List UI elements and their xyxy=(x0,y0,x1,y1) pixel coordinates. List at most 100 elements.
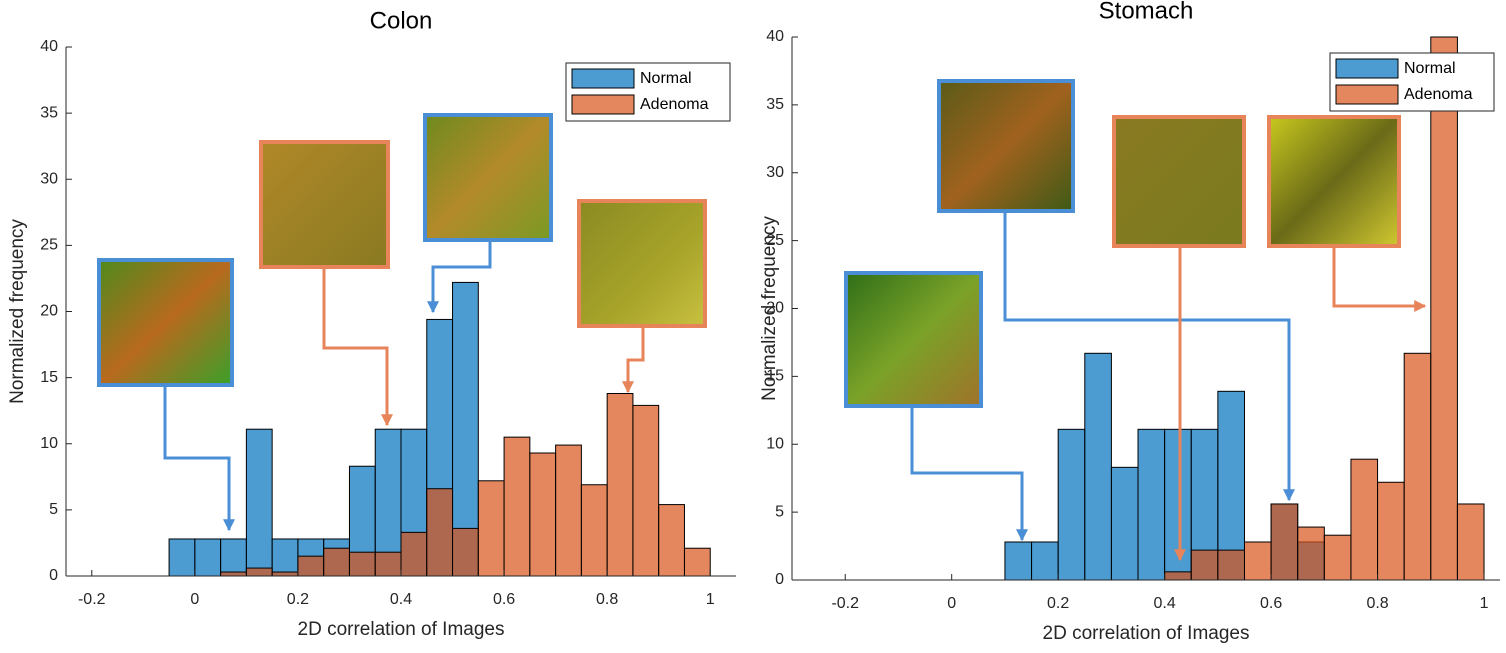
legend-swatch xyxy=(572,95,634,114)
legend-swatch xyxy=(1336,59,1398,78)
x-tick-label: 0.6 xyxy=(493,591,515,608)
inset-image xyxy=(1114,117,1244,246)
x-tick-label: 1 xyxy=(1480,595,1489,612)
legend-label: Normal xyxy=(640,70,692,87)
bar xyxy=(530,453,556,576)
inset-image xyxy=(939,81,1073,211)
figure: Colon 2D correlation of Images Normalized … xyxy=(0,0,1506,653)
bar xyxy=(169,539,195,576)
y-tick-label: 30 xyxy=(766,164,784,181)
bar xyxy=(581,485,607,576)
arrow xyxy=(324,268,387,425)
y-tick-label: 10 xyxy=(766,435,784,452)
legend: Normal Adenoma xyxy=(566,63,730,121)
y-tick-label: 20 xyxy=(40,303,58,320)
inset-image xyxy=(425,115,551,240)
bar xyxy=(633,405,659,576)
arrow xyxy=(628,327,643,392)
x-tick-label: 0.4 xyxy=(390,591,412,608)
x-tick-label: 0.6 xyxy=(1260,595,1282,612)
y-tick-label: 5 xyxy=(775,503,784,520)
chart-title: Stomach xyxy=(1099,0,1194,24)
x-tick-label: 0 xyxy=(190,591,199,608)
bar xyxy=(324,548,350,576)
bar xyxy=(1351,459,1378,580)
bar xyxy=(1218,550,1245,580)
x-tick-label: 0.2 xyxy=(287,591,309,608)
y-tick-label: 25 xyxy=(766,232,784,249)
bar xyxy=(1005,542,1032,580)
y-tick-label: 15 xyxy=(40,369,58,386)
y-tick-label: 40 xyxy=(40,38,58,55)
bar xyxy=(1271,504,1298,580)
bar xyxy=(1378,482,1405,580)
y-tick-label: 20 xyxy=(766,300,784,317)
bar xyxy=(659,505,685,576)
x-tick-label: 0 xyxy=(947,595,956,612)
inset-image xyxy=(846,273,981,406)
y-tick-label: 5 xyxy=(49,501,58,518)
y-tick-label: 0 xyxy=(49,567,58,584)
bar xyxy=(1165,572,1192,580)
bar xyxy=(1457,504,1484,580)
bar xyxy=(1058,429,1085,580)
bar xyxy=(1032,542,1059,580)
bar xyxy=(1431,37,1458,580)
y-axis-label: Normalized frequency xyxy=(7,219,28,404)
bar xyxy=(401,532,427,576)
x-tick-label: 0.4 xyxy=(1154,595,1176,612)
y-tick-label: 25 xyxy=(40,237,58,254)
bar xyxy=(298,556,324,576)
arrow xyxy=(912,407,1022,540)
x-tick-label: 1 xyxy=(706,591,715,608)
bar xyxy=(1111,467,1138,580)
bar xyxy=(221,572,247,576)
inset-image xyxy=(1269,117,1399,246)
y-tick-label: 10 xyxy=(40,435,58,452)
x-tick-label: -0.2 xyxy=(78,591,106,608)
legend: Normal Adenoma xyxy=(1330,53,1494,111)
arrow xyxy=(165,386,229,530)
bar xyxy=(246,429,272,576)
inset-image xyxy=(261,142,388,267)
bar xyxy=(1191,550,1218,580)
bar xyxy=(1244,542,1271,580)
bar xyxy=(478,481,504,576)
bar xyxy=(427,489,453,576)
x-tick-label: 0.8 xyxy=(596,591,618,608)
bar xyxy=(1165,429,1192,580)
bar xyxy=(556,445,582,576)
legend-label: Adenoma xyxy=(1404,86,1473,103)
bar xyxy=(1138,429,1165,580)
bar xyxy=(195,539,221,576)
bar xyxy=(1324,535,1351,580)
legend-swatch xyxy=(1336,85,1398,104)
inset-image xyxy=(579,201,705,326)
bar xyxy=(246,568,272,576)
x-axis-label: 2D correlation of Images xyxy=(298,619,505,640)
y-tick-label: 35 xyxy=(40,104,58,121)
y-tick-label: 15 xyxy=(766,368,784,385)
bar xyxy=(221,539,247,576)
legend-label: Adenoma xyxy=(640,96,709,113)
x-tick-label: 0.8 xyxy=(1366,595,1388,612)
y-tick-label: 35 xyxy=(766,96,784,113)
chart-title: Colon xyxy=(370,7,433,34)
bar xyxy=(272,539,298,576)
y-tick-label: 30 xyxy=(40,170,58,187)
bar xyxy=(1085,353,1112,580)
bar xyxy=(453,528,479,576)
x-tick-label: 0.2 xyxy=(1047,595,1069,612)
legend-label: Normal xyxy=(1404,60,1456,77)
x-tick-label: -0.2 xyxy=(831,595,859,612)
bar xyxy=(684,548,710,576)
bar xyxy=(1404,353,1431,580)
y-tick-label: 40 xyxy=(766,28,784,45)
bar xyxy=(272,572,298,576)
bar xyxy=(504,437,530,576)
bar xyxy=(375,552,401,576)
legend-swatch xyxy=(572,69,634,88)
arrow xyxy=(1334,247,1425,306)
y-tick-label: 0 xyxy=(775,571,784,588)
bar xyxy=(607,393,633,576)
